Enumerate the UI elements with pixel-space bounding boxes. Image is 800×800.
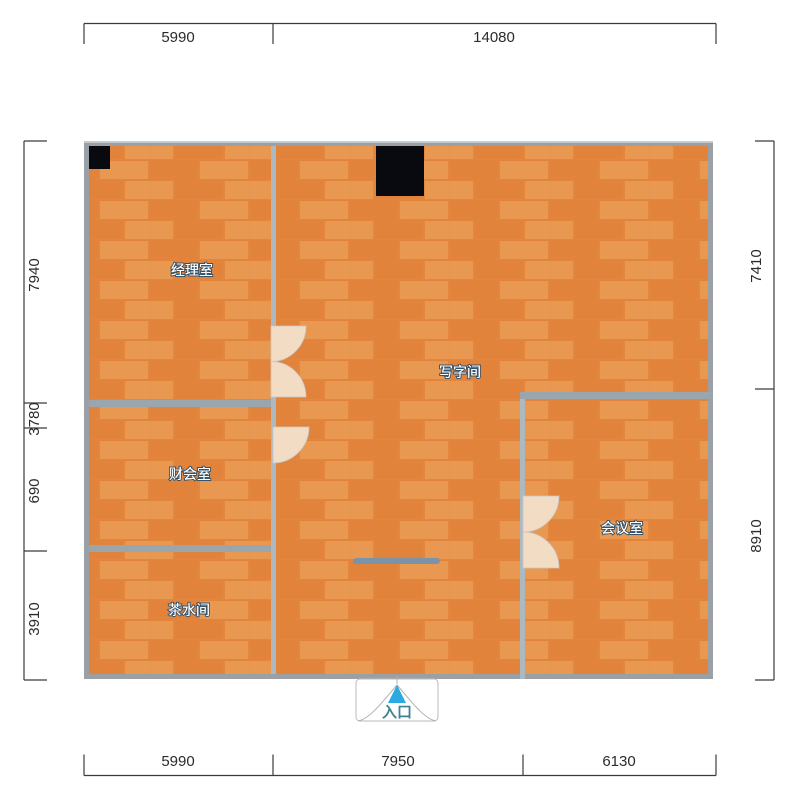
svg-text:经理室: 经理室 bbox=[171, 262, 213, 278]
svg-text:茶水间: 茶水间 bbox=[168, 602, 210, 618]
svg-text:3780: 3780 bbox=[26, 402, 43, 435]
svg-text:7940: 7940 bbox=[26, 258, 43, 291]
svg-text:5990: 5990 bbox=[161, 753, 194, 770]
svg-text:7950: 7950 bbox=[381, 753, 414, 770]
svg-text:写字间: 写字间 bbox=[439, 364, 481, 380]
svg-text:入口: 入口 bbox=[382, 704, 412, 721]
svg-text:690: 690 bbox=[26, 478, 43, 503]
svg-text:会议室: 会议室 bbox=[601, 520, 643, 536]
svg-text:3910: 3910 bbox=[26, 602, 43, 635]
svg-text:14080: 14080 bbox=[473, 29, 515, 46]
svg-text:8910: 8910 bbox=[748, 519, 765, 552]
svg-text:财会室: 财会室 bbox=[169, 466, 211, 482]
svg-text:7410: 7410 bbox=[748, 249, 765, 282]
svg-text:5990: 5990 bbox=[161, 29, 194, 46]
svg-text:6130: 6130 bbox=[602, 753, 635, 770]
